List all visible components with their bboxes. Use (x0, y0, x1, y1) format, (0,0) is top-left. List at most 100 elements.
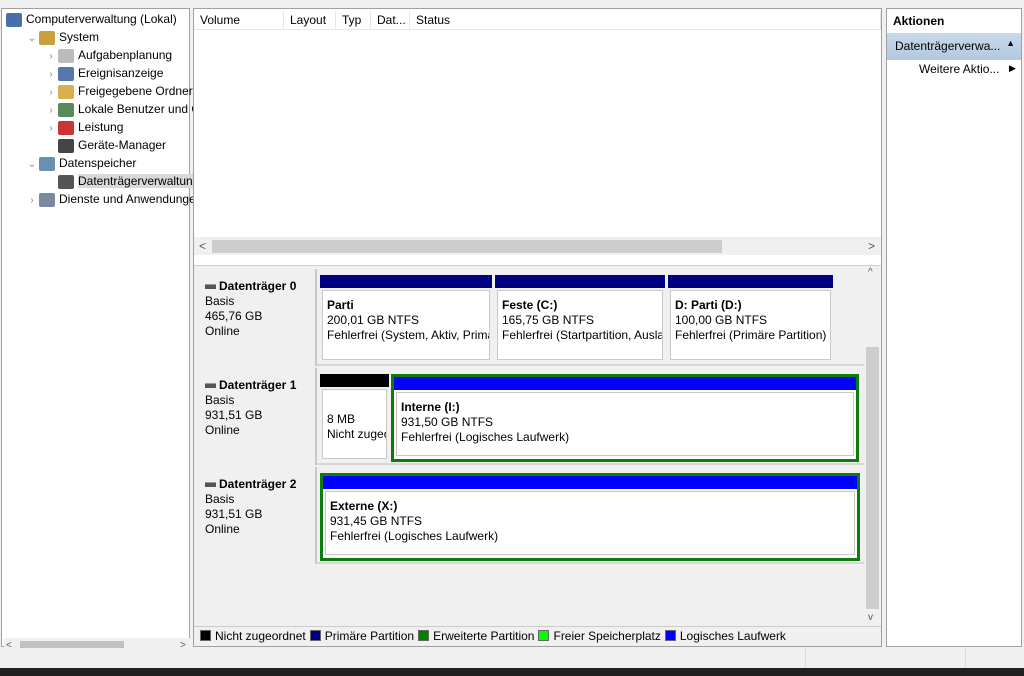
tree-item-label: Ereignisanzeige (78, 66, 164, 80)
partition-info: Feste (C:) 165,75 GB NTFS Fehlerfrei (Star… (497, 290, 663, 360)
column-header[interactable]: Typ (336, 11, 371, 30)
volume-list-horizontal-scrollbar[interactable]: < > (194, 237, 881, 255)
chevron-right-icon[interactable]: › (49, 69, 53, 80)
disk-name-text: Datenträger 0 (219, 279, 297, 293)
tree-item-label: Aufgabenplanung (78, 48, 173, 62)
tree-item-label: Dienste und Anwendungen (59, 192, 203, 206)
more-actions-item[interactable]: Weitere Aktio... ▶ (919, 62, 1019, 76)
scroll-thumb[interactable] (212, 240, 722, 253)
disk-row: Datenträger 0 Basis 465,76 GB Online Parti 20… (196, 269, 866, 366)
tools-icon (39, 30, 55, 45)
partition-status: Nicht zugeordnet (327, 427, 386, 441)
legend-item: Erweiterte Partition (418, 627, 534, 646)
partition-logical[interactable]: Externe (X:) 931,45 GB NTFS Fehlerfrei (Lo… (320, 473, 860, 561)
clock-icon (58, 48, 74, 63)
legend-swatch (309, 630, 321, 641)
volume-list-header: Volume Layout Typ Dat... Status (194, 11, 881, 30)
volume-row[interactable]: D: Parti (D:)EinfachBasisNTFSFehlerfrei … (194, 63, 881, 80)
disk-label[interactable]: Datenträger 2 Basis 931,51 GB Online (196, 467, 317, 564)
partition-info: Externe (X:) 931,45 GB NTFS Fehlerfrei (Lo… (325, 491, 855, 555)
actions-section-label: Datenträgerverwa... (895, 39, 1001, 53)
partition-color-bar (668, 275, 833, 288)
tree-item[interactable]: › Freigegebene Ordner (44, 82, 230, 100)
legend-swatch (664, 630, 676, 641)
disk-state: Online (205, 423, 240, 437)
disk-size: 931,51 GB (205, 507, 263, 521)
legend-label: Primäre Partition (324, 629, 415, 643)
chevron-right-icon[interactable]: › (49, 87, 53, 98)
disk-type: Basis (205, 393, 235, 407)
volume-row[interactable]: Feste (C:)EinfachBasisNTFSFehlerfrei (St… (194, 46, 881, 63)
legend-label: Logisches Laufwerk (679, 629, 786, 643)
chevron-down-icon[interactable]: ⌄ (27, 33, 37, 44)
partition-primary[interactable]: Parti 200,01 GB NTFS Fehlerfrei (System, A… (320, 275, 492, 363)
partition-status: Fehlerfrei (Primäre Partition) (675, 328, 827, 342)
tree-item[interactable]: › Ereignisanzeige (44, 64, 230, 82)
disk-type: Basis (205, 294, 235, 308)
actions-section-header[interactable]: Datenträgerverwa... ▲ (887, 33, 1021, 60)
scroll-thumb[interactable] (866, 347, 879, 609)
chevron-right-icon[interactable]: › (30, 195, 34, 206)
tree-item[interactable]: ⌄ Datenspeicher (25, 154, 211, 172)
partition-primary[interactable]: Feste (C:) 165,75 GB NTFS Fehlerfrei (Star… (495, 275, 665, 363)
performance-icon (58, 120, 74, 135)
tree-item-label: Lokale Benutzer und Gruppen (78, 102, 230, 116)
column-header[interactable]: Layout (284, 11, 336, 30)
tree-item[interactable]: › Dienste und Anwendungen (25, 190, 211, 208)
legend-swatch (200, 630, 211, 641)
disk-graphical-view: Datenträger 0 Basis 465,76 GB Online Parti 20… (194, 265, 881, 626)
event-viewer-icon (58, 66, 74, 81)
partition-primary[interactable]: D: Parti (D:) 100,00 GB NTFS Fehlerfrei (P… (668, 275, 833, 363)
disk-label[interactable]: Datenträger 1 Basis 931,51 GB Online (196, 368, 317, 465)
chevron-right-icon[interactable]: › (49, 51, 53, 62)
tree-item[interactable]: Geräte-Manager (44, 136, 230, 154)
disk-size: 465,76 GB (205, 309, 263, 323)
scroll-thumb[interactable] (20, 641, 124, 652)
partition-color-bar (495, 275, 665, 288)
disk-icon (58, 174, 74, 189)
disk-name-text: Datenträger 2 (219, 477, 297, 491)
partition-size: 8 MB (327, 412, 356, 426)
column-header[interactable]: Status (410, 11, 881, 30)
disk-name: Datenträger 1 (205, 378, 315, 393)
partition-title: Interne (I:) (401, 400, 460, 414)
tree-item[interactable]: › Leistung (44, 118, 230, 136)
actions-pane: Aktionen Datenträgerverwa... ▲ Weitere A… (886, 8, 1022, 647)
column-header[interactable]: Dat... (371, 11, 410, 30)
storage-icon (39, 156, 55, 171)
chevron-right-icon[interactable]: › (49, 123, 53, 134)
tree-item[interactable]: › Aufgabenplanung (44, 46, 230, 64)
disk-icon (205, 383, 216, 389)
legend-swatch (418, 630, 430, 641)
volume-row[interactable]: PartiEinfachBasisNTFSFehlerfrei (System,… (194, 29, 881, 46)
tree-item-label: Datenspeicher (59, 156, 137, 170)
partition-size: 165,75 GB NTFS (502, 313, 595, 327)
volume-row[interactable]: Interne (I:)EinfachBasisNTFSFehlerfrei (… (194, 97, 881, 114)
partition-logical[interactable]: Interne (I:) 931,50 GB NTFS Fehlerfrei (Lo… (391, 374, 859, 462)
legend-item: Freier Speicherplatz (538, 627, 661, 646)
partition-status: Fehlerfrei (Logisches Laufwerk) (330, 529, 499, 543)
chevron-down-icon[interactable]: ⌄ (27, 159, 37, 170)
disk-view-vertical-scrollbar[interactable]: ^ v (864, 267, 881, 626)
disk-size: 931,51 GB (205, 408, 263, 422)
tree-item[interactable]: › Lokale Benutzer und Gruppen (44, 100, 230, 118)
tree-item[interactable]: Computerverwaltung (Lokal) (6, 10, 192, 28)
tree-item[interactable]: ⌄ System (25, 28, 211, 46)
legend-item: Nicht zugeordnet (200, 627, 306, 646)
tree-item[interactable]: Datenträgerverwaltung (44, 172, 230, 190)
tree-item-label: Leistung (78, 120, 124, 134)
partition-color-bar (394, 377, 856, 390)
partition-info: D: Parti (D:) 100,00 GB NTFS Fehlerfrei (P… (670, 290, 831, 360)
collapse-icon[interactable]: ▲ (1006, 38, 1015, 48)
partition-size: 931,45 GB NTFS (330, 514, 423, 528)
status-bar (0, 648, 1024, 668)
chevron-right-icon[interactable]: › (49, 105, 53, 116)
partition-size: 200,01 GB NTFS (327, 313, 420, 327)
disk-label[interactable]: Datenträger 0 Basis 465,76 GB Online (196, 269, 317, 366)
users-icon (58, 102, 74, 117)
column-header[interactable]: Volume (194, 11, 284, 30)
partition-title: Externe (X:) (330, 499, 398, 513)
volume-row[interactable]: Externe (X:)EinfachBasisNTFSFehlerfrei (… (194, 80, 881, 97)
